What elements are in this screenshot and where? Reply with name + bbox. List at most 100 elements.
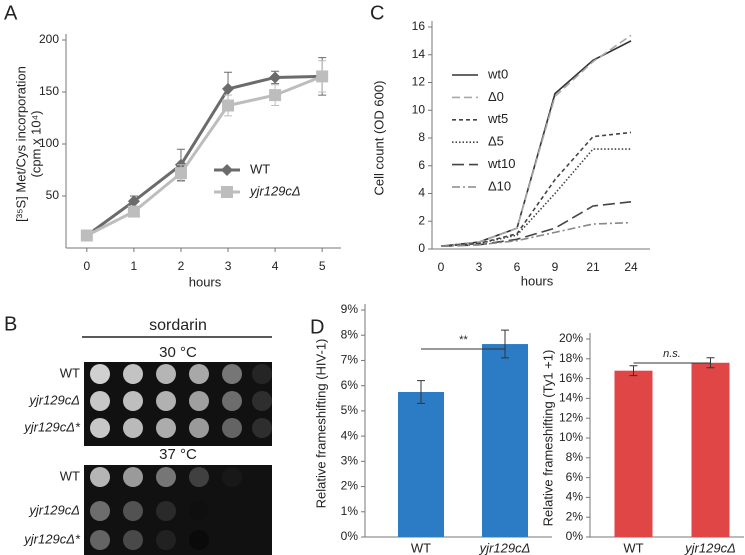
y-tick-label: 0%: [341, 529, 359, 543]
spot: [252, 364, 272, 384]
y-tick-label: 16%: [559, 371, 583, 385]
spot: [222, 418, 242, 438]
spot: [123, 391, 143, 411]
series-line: [440, 40, 632, 248]
series-line: [440, 148, 631, 248]
legend-label: wt5: [487, 111, 508, 126]
spot: [123, 530, 143, 550]
x-tick-label: 1: [131, 259, 138, 273]
x-tick-label: WT: [623, 540, 643, 555]
spot: [90, 467, 110, 487]
y-tick-label: 16: [412, 19, 426, 33]
x-axis-label: hours: [189, 274, 222, 289]
y-tick-label: 0: [418, 241, 425, 255]
plate: [84, 465, 272, 555]
y-tick-label: 0%: [566, 529, 584, 543]
marker: [221, 186, 233, 198]
y-tick-label: 7%: [341, 353, 359, 367]
spot: [123, 418, 143, 438]
y-tick-label: 150: [39, 84, 59, 98]
strain-label: yjr129cΔ*: [23, 531, 81, 546]
x-tick-label: WT: [411, 540, 431, 555]
legend-label: wt10: [487, 156, 515, 171]
spot: [90, 530, 110, 550]
marker: [222, 99, 235, 112]
strain-label: WT: [60, 365, 80, 380]
panel-label: A: [4, 2, 18, 24]
spot: [123, 501, 143, 521]
strain-label: WT: [60, 468, 80, 483]
marker: [222, 82, 235, 95]
marker: [174, 167, 187, 180]
y-tick-label: 2: [418, 213, 425, 227]
bar: [614, 370, 653, 537]
x-tick-label: 0: [83, 259, 90, 273]
spot: [252, 391, 272, 411]
strain-label: yjr129cΔ: [28, 502, 80, 517]
y-tick-label: 14: [412, 47, 426, 61]
spot: [90, 391, 110, 411]
significance-label: n.s.: [663, 348, 681, 360]
legend-label: Δ5: [488, 134, 504, 149]
marker: [316, 70, 329, 83]
bar: [398, 391, 444, 537]
marker: [221, 164, 233, 176]
y-tick-label: 8%: [566, 450, 584, 464]
spot: [189, 364, 209, 384]
x-tick-label: 6: [514, 260, 521, 274]
spot: [189, 391, 209, 411]
panel-label: D: [310, 316, 324, 338]
x-tick-label: 21: [586, 260, 600, 274]
legend-label: Δ10: [488, 178, 511, 193]
spot: [90, 364, 110, 384]
legend-label: wt0: [487, 66, 508, 81]
y-tick-label: 12: [412, 75, 426, 89]
series-line: [440, 221, 632, 248]
spot: [156, 530, 176, 550]
spot: [123, 467, 143, 487]
legend-label: yjr129cΔ: [249, 183, 301, 198]
panel-b-title: sordarin: [149, 317, 207, 334]
x-tick-label: 3: [476, 260, 483, 274]
significance-label: **: [459, 334, 468, 346]
series-line: [86, 75, 323, 237]
spot: [222, 364, 242, 384]
y-axis-label: Relative frameshifting (Ty1 +1): [540, 350, 555, 527]
spot: [222, 467, 242, 487]
panel-label: B: [4, 313, 17, 335]
y-tick-label: 200: [39, 32, 59, 46]
x-tick-label: 24: [624, 260, 638, 274]
x-tick-label: yjr129cΔ: [479, 540, 531, 555]
y-tick-label: 5%: [341, 403, 359, 417]
series-line: [440, 201, 632, 248]
x-tick-label: 9: [552, 260, 559, 274]
x-tick-label: 2: [178, 259, 185, 273]
y-tick-label: 2%: [566, 509, 584, 523]
y-axis-label: [³⁵S] Met/Cys incorporation: [13, 66, 28, 222]
y-tick-label: 100: [39, 136, 59, 150]
spot: [222, 391, 242, 411]
error-bar: [417, 380, 425, 404]
y-axis-label: Cell count (OD 600): [371, 81, 386, 196]
series-line: [440, 34, 632, 248]
spot: [156, 364, 176, 384]
spot: [189, 501, 209, 521]
y-tick-label: 10%: [559, 430, 583, 444]
error-bar: [629, 365, 638, 377]
plate: [84, 362, 272, 446]
spot: [189, 467, 209, 487]
legend-label: WT: [250, 161, 270, 176]
y-tick-label: 12%: [559, 410, 583, 424]
y-tick-label: 4%: [566, 490, 584, 504]
marker: [127, 205, 140, 218]
y-axis-label: (cpm x 10⁴): [28, 111, 43, 178]
y-tick-label: 14%: [559, 391, 583, 405]
spot: [156, 418, 176, 438]
marker: [269, 71, 282, 84]
spot: [156, 501, 176, 521]
y-tick-label: 10: [412, 102, 426, 116]
x-tick-label: 4: [272, 259, 279, 273]
spot: [156, 391, 176, 411]
x-tick-label: 5: [319, 259, 326, 273]
